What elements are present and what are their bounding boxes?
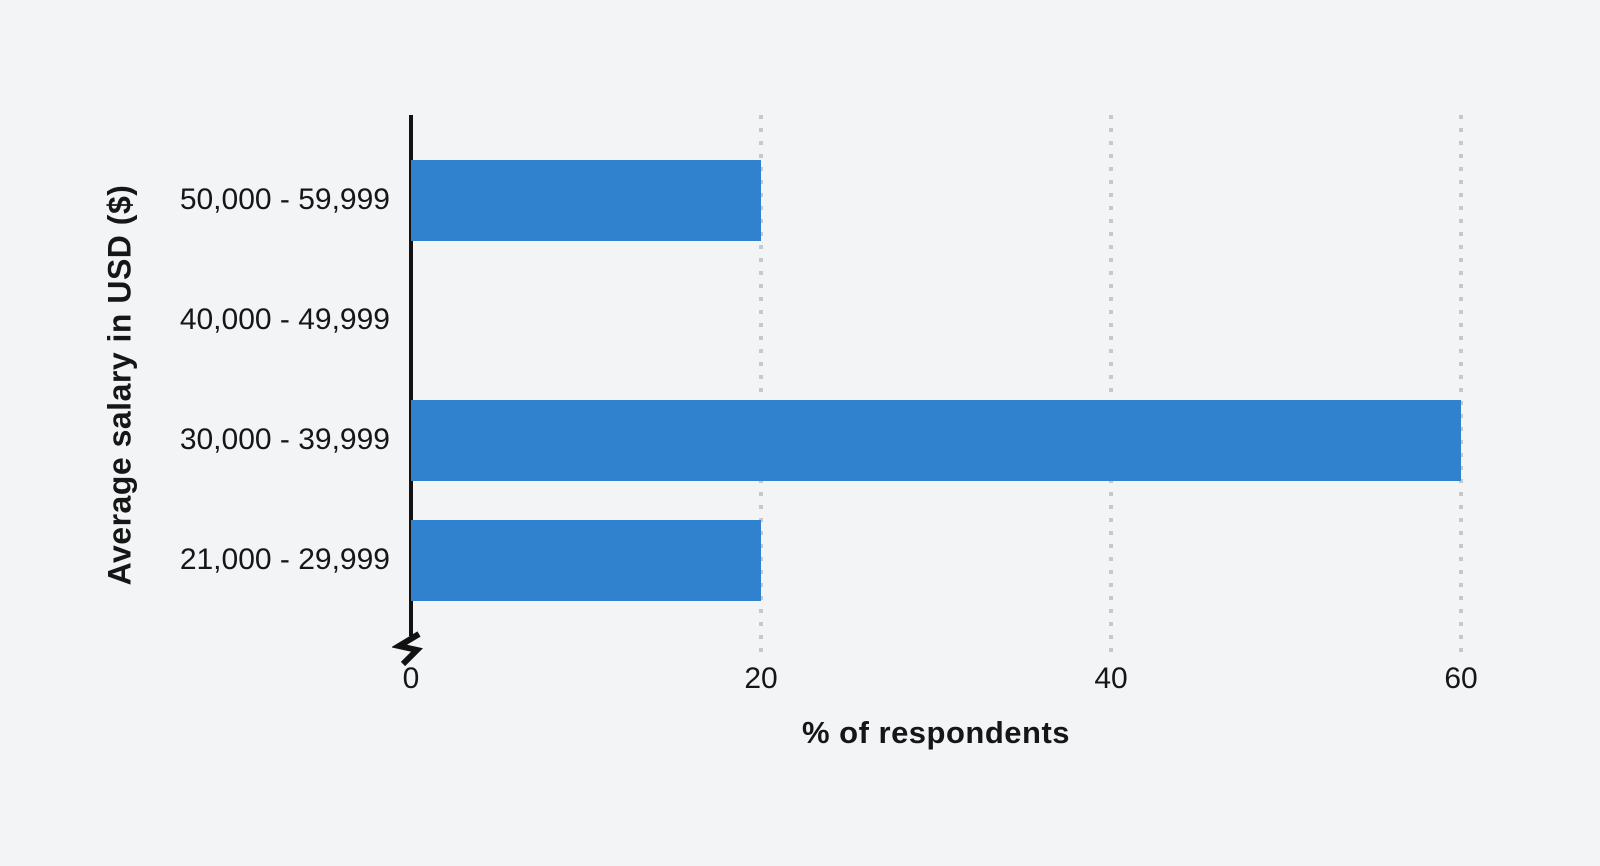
bar-2 [411,399,1461,481]
x-tick-label-20: 20 [744,662,778,695]
gridline-20 [759,115,763,660]
y-axis-line [409,115,413,636]
category-label-3: 21,000 - 29,999 [179,543,390,576]
x-tick-label-40: 40 [1094,662,1128,695]
category-label-2: 30,000 - 39,999 [179,423,390,456]
gridline-60 [1459,115,1463,660]
category-label-0: 50,000 - 59,999 [179,183,390,216]
x-axis-title: % of respondents [801,715,1071,750]
bar-0 [411,159,761,241]
x-tick-label-60: 60 [1444,662,1478,695]
gridline-40 [1109,115,1113,660]
plot-area [392,115,1561,667]
axis-break-icon [392,631,423,667]
category-label-1: 40,000 - 49,999 [179,303,390,336]
bar-3 [411,519,761,601]
y-axis-category-labels: 50,000 - 59,999 40,000 - 49,999 30,000 - 3… [60,0,390,866]
